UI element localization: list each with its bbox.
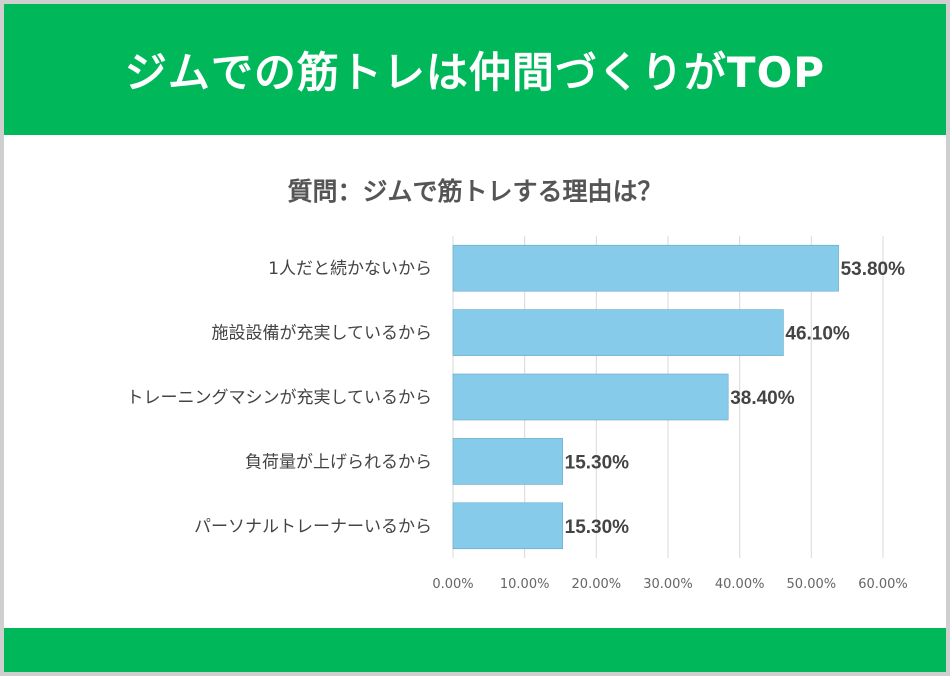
category-label: 負荷量が上げられるから	[245, 452, 432, 472]
category-label: トレーニングマシンが充実しているから	[127, 388, 433, 408]
footer-bar	[4, 628, 946, 672]
bar	[452, 309, 784, 356]
banner-title: ジムでの筋トレは仲間づくりがTOP	[124, 48, 826, 97]
data-label: 15.30%	[565, 452, 630, 473]
x-tick-label: 40.00%	[715, 577, 765, 592]
bar	[452, 373, 729, 421]
x-tick-label: 0.00%	[432, 577, 473, 592]
category-label: 1人だと続かないから	[268, 259, 432, 279]
bar	[452, 502, 563, 550]
header-banner: ジムでの筋トレは仲間づくりがTOP	[4, 4, 946, 135]
data-label: 15.30%	[565, 517, 630, 538]
category-label: パーソナルトレーナーいるから	[194, 517, 432, 537]
data-label: 53.80%	[841, 259, 906, 280]
x-tick-label: 20.00%	[572, 577, 622, 592]
x-tick-label: 30.00%	[643, 577, 693, 592]
data-label: 46.10%	[785, 324, 850, 345]
bar	[452, 244, 839, 292]
data-label: 38.40%	[730, 388, 795, 409]
category-label: 施設設備が充実しているから	[212, 324, 433, 344]
x-tick-label: 50.00%	[787, 577, 837, 592]
bar	[452, 438, 563, 485]
x-tick-label: 10.00%	[500, 577, 550, 592]
chart-title: 質問：ジムで筋トレする理由は？	[287, 177, 663, 206]
x-tick-label: 60.00%	[858, 577, 908, 592]
